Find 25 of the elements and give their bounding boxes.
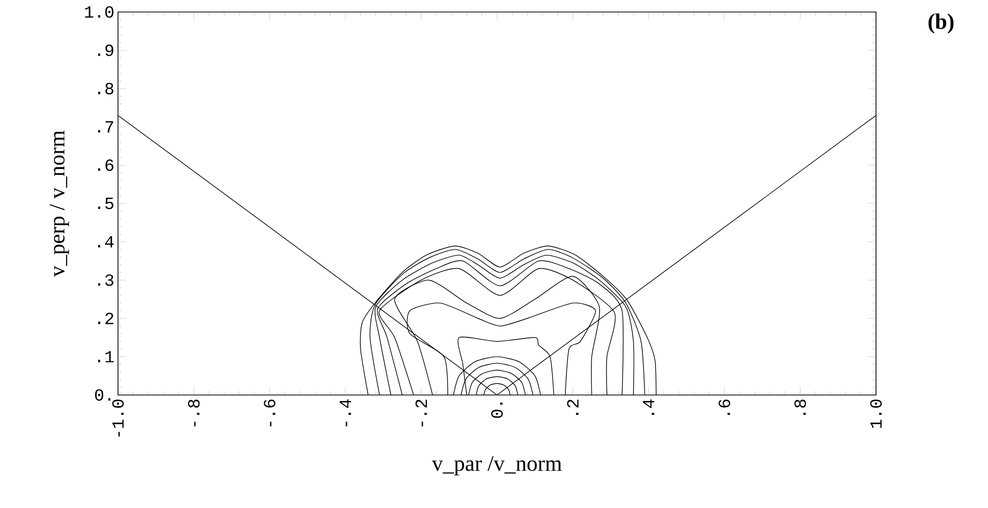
y-tick-label: .6	[98, 159, 114, 171]
y-tick-label: .2	[98, 312, 114, 324]
x-tick-label: -.6	[264, 400, 276, 426]
y-tick-label: 0.	[95, 389, 110, 401]
x-tick-label: .4	[643, 399, 654, 415]
y-tick-label: .8	[98, 82, 114, 94]
y-tick-label: .9	[98, 44, 114, 56]
y-tick-label: .7	[98, 121, 114, 132]
y-tick-label: .4	[98, 236, 114, 248]
y-tick-label: .5	[98, 198, 114, 210]
y-tick-label: .3	[98, 274, 114, 286]
x-tick-label: 1.0	[870, 400, 882, 428]
x-tick-label: 0.	[491, 402, 503, 418]
text: (b)	[928, 14, 954, 34]
x-tick-label: -1.0	[112, 400, 124, 437]
y-axis-title: v_perp / v_norm	[50, 130, 70, 277]
x-tick-label: -.4	[340, 399, 352, 426]
x-tick-label: .2	[567, 400, 578, 415]
y-tick-label: .1	[98, 351, 114, 362]
x-axis-title: v_par /v_norm	[432, 456, 562, 476]
x-tick-label: .8	[794, 400, 806, 415]
x-tick-label: .6	[718, 400, 730, 415]
y-tick-label: 1.0	[85, 6, 114, 18]
x-tick-label: -.8	[188, 400, 200, 426]
x-tick-label: -.2	[416, 400, 427, 426]
